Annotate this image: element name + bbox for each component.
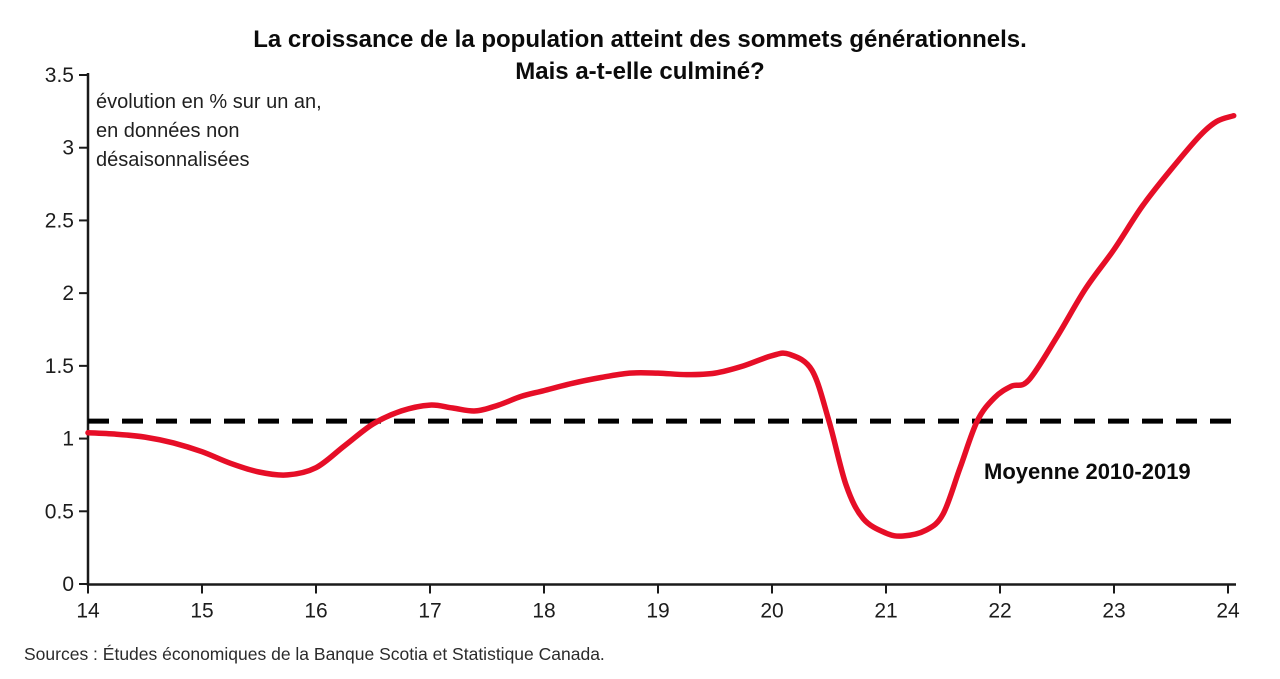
y-tick-label: 1.5 [45, 355, 74, 378]
y-tick-label: 1 [62, 428, 74, 451]
y-tick-label: 3.5 [45, 64, 74, 87]
axis-tick-labels: 0 0.5 1 1.5 2 2.5 3 3.5 14 15 16 17 18 19 20 21 22 23 24 [45, 64, 1240, 623]
axis-ticks [79, 74, 1229, 594]
x-tick-label: 23 [1102, 600, 1125, 623]
chart-title-line2: Mais a-t-elle culminé? [515, 58, 765, 85]
y-tick-label: 2.5 [45, 209, 74, 232]
x-tick-label: 19 [646, 600, 669, 623]
x-tick-label: 22 [988, 600, 1011, 623]
axis-unit-note-line2: en données non [96, 120, 240, 142]
population-growth-line [85, 112, 1237, 539]
x-tick-label: 16 [304, 600, 327, 623]
y-tick-label: 0 [62, 573, 74, 596]
x-tick-label: 17 [418, 600, 441, 623]
chart-title: La croissance de la population atteint d… [0, 24, 1280, 88]
x-tick-label: 24 [1216, 600, 1240, 623]
y-tick-label: 3 [62, 137, 74, 160]
x-tick-label: 14 [76, 600, 100, 623]
x-tick-label: 21 [874, 600, 897, 623]
x-tick-label: 18 [532, 600, 555, 623]
axis-unit-note-line1: évolution en % sur un an, [96, 91, 322, 113]
axis-unit-note-line3: désaisonnalisées [96, 149, 250, 171]
average-line-label: Moyenne 2010-2019 [984, 459, 1191, 484]
chart-title-line1: La croissance de la population atteint d… [253, 26, 1027, 53]
x-tick-label: 20 [760, 600, 783, 623]
axis-unit-note: évolution en % sur un an, en données non… [96, 88, 322, 175]
x-tick-label: 15 [190, 600, 213, 623]
y-tick-label: 0.5 [45, 500, 74, 523]
y-tick-label: 2 [62, 282, 74, 305]
sources-note: Sources : Études économiques de la Banqu… [24, 644, 605, 664]
